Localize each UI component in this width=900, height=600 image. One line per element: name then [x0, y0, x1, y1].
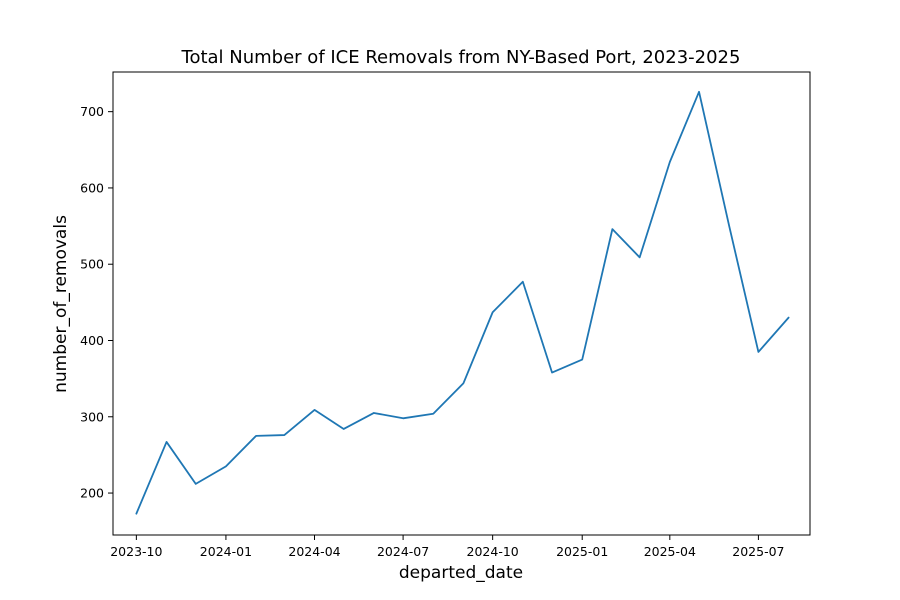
y-tick-label: 300: [80, 409, 104, 424]
x-tick-label: 2025-01: [556, 544, 608, 559]
x-tick-label: 2024-04: [288, 544, 340, 559]
y-tick-label: 400: [80, 333, 104, 348]
y-tick-label: 200: [80, 486, 104, 501]
y-tick-label: 700: [80, 104, 104, 119]
y-tick-label: 600: [80, 180, 104, 195]
x-tick-label: 2024-01: [200, 544, 252, 559]
x-tick-label: 2025-07: [732, 544, 784, 559]
x-axis-label: departed_date: [399, 563, 523, 583]
x-tick-label: 2024-07: [377, 544, 429, 559]
series-line: [135, 90, 790, 515]
x-tick-label: 2025-04: [644, 544, 696, 559]
y-axis: 200 300 400 500 600 700: [80, 104, 113, 501]
y-tick-label: 500: [80, 257, 104, 272]
x-axis: 2023-10 2024-01 2024-04 2024-07 2024-10 2025-…: [110, 535, 785, 559]
chart-title: Total Number of ICE Removals from NY-Bas…: [181, 47, 741, 68]
x-tick-label: 2024-10: [467, 544, 519, 559]
y-axis-label: number_of_removals: [51, 215, 71, 393]
x-tick-label: 2023-10: [110, 544, 162, 559]
plot-frame: [112, 71, 811, 536]
